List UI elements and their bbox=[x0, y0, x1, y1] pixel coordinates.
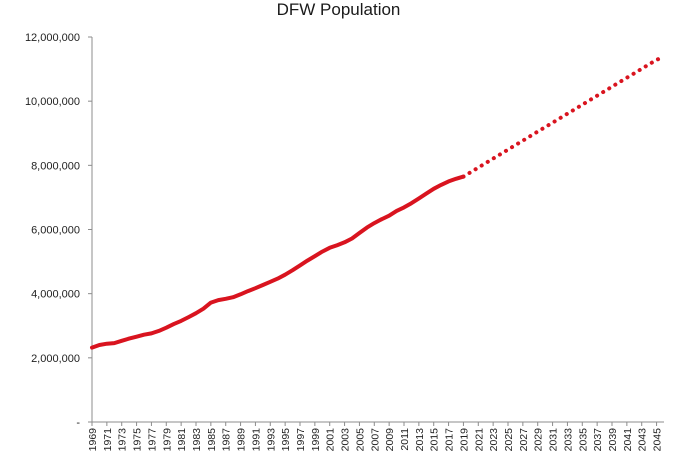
x-tick-label: 2045 bbox=[652, 428, 664, 451]
chart-series bbox=[90, 54, 666, 350]
y-tick-label: 12,000,000 bbox=[25, 32, 80, 44]
x-tick-label: 2037 bbox=[592, 428, 604, 451]
x-tick-label: 1971 bbox=[102, 428, 114, 451]
x-tick-label: 2015 bbox=[429, 428, 441, 451]
x-tick-label: 1981 bbox=[176, 428, 188, 451]
projection-series-line bbox=[461, 54, 666, 179]
x-tick-label: 2025 bbox=[503, 428, 515, 451]
x-tick-label: 2043 bbox=[637, 428, 649, 451]
x-tick-label: 2019 bbox=[458, 428, 470, 451]
x-tick-label: 2027 bbox=[518, 428, 530, 451]
x-tick-label: 2005 bbox=[354, 428, 366, 451]
x-tick-label: 1983 bbox=[191, 428, 203, 451]
x-tick-label: 2009 bbox=[384, 428, 396, 451]
x-tick-label: 1991 bbox=[250, 428, 262, 451]
x-tick-label: 1993 bbox=[265, 428, 277, 451]
x-tick-label: 2035 bbox=[577, 428, 589, 451]
x-tick-label: 1989 bbox=[236, 428, 248, 451]
chart-title: DFW Population bbox=[276, 0, 401, 19]
y-axis-ticks: - 2,000,000 4,000,000 6,000,000 8,000,000 10,… bbox=[25, 32, 92, 429]
x-tick-label: 1997 bbox=[295, 428, 307, 451]
y-tick-label: 6,000,000 bbox=[31, 225, 80, 237]
x-tick-label: 1973 bbox=[117, 428, 129, 451]
x-tick-label: 1995 bbox=[280, 428, 292, 451]
x-tick-label: 2033 bbox=[562, 428, 574, 451]
x-tick-label: 2041 bbox=[622, 428, 634, 451]
x-tick-label: 2031 bbox=[548, 428, 560, 451]
y-tick-label: - bbox=[76, 417, 80, 429]
x-tick-label: 2003 bbox=[340, 428, 352, 451]
x-tick-label: 2023 bbox=[488, 428, 500, 451]
historical-series-line bbox=[90, 174, 466, 350]
x-tick-label: 1999 bbox=[310, 428, 322, 451]
x-tick-label: 2001 bbox=[325, 428, 337, 451]
x-tick-label: 2017 bbox=[444, 428, 456, 451]
y-tick-label: 10,000,000 bbox=[25, 96, 80, 108]
y-tick-label: 8,000,000 bbox=[31, 160, 80, 172]
y-tick-label: 2,000,000 bbox=[31, 353, 80, 365]
x-tick-label: 1985 bbox=[206, 428, 218, 451]
x-tick-label: 2021 bbox=[473, 428, 485, 451]
x-tick-label: 1975 bbox=[132, 428, 144, 451]
x-tick-label: 1969 bbox=[87, 428, 99, 451]
x-tick-label: 2029 bbox=[533, 428, 545, 451]
x-axis-ticks: 1969 1971 1973 1975 1977 1979 1981 1983 1985 1987… bbox=[87, 422, 664, 451]
x-tick-label: 2013 bbox=[414, 428, 426, 451]
x-tick-label: 1977 bbox=[146, 428, 158, 451]
y-tick-label: 4,000,000 bbox=[31, 289, 80, 301]
x-tick-label: 1979 bbox=[161, 428, 173, 451]
x-tick-label: 2007 bbox=[369, 428, 381, 451]
x-tick-label: 2039 bbox=[607, 428, 619, 451]
chart-axes bbox=[91, 37, 664, 423]
x-tick-label: 1987 bbox=[221, 428, 233, 451]
x-tick-label: 2011 bbox=[399, 428, 411, 451]
